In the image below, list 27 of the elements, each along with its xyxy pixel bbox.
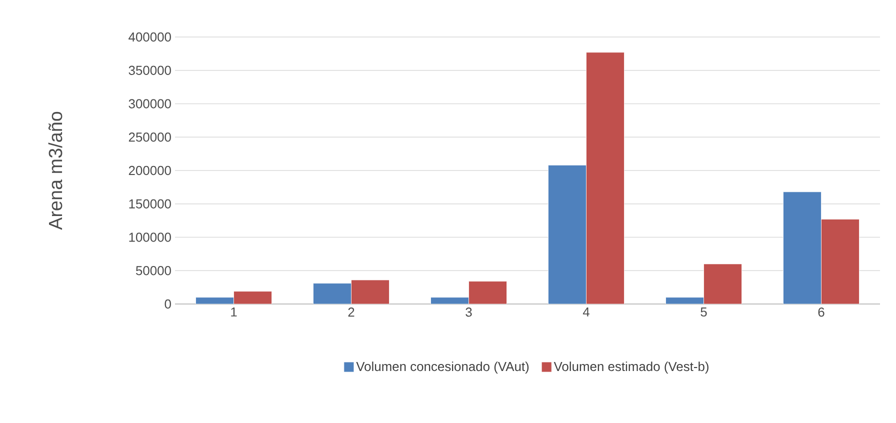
y-tick-label: 200000: [128, 166, 171, 176]
x-tick-label: 1: [231, 308, 237, 316]
y-tick-label: 300000: [128, 99, 171, 108]
x-tick-label: 4: [582, 308, 590, 316]
bar: [313, 283, 352, 304]
x-tick-label: 2: [348, 308, 354, 317]
y-tick-label: 100000: [129, 232, 171, 242]
bar: [468, 281, 507, 304]
x-tick-label: 5: [700, 308, 707, 317]
bar: [548, 164, 586, 304]
bar: [351, 280, 390, 304]
legend-label: Volumen concesionado (VAut): [356, 362, 529, 374]
legend-label: Volumen estimado (Vest-b): [554, 362, 708, 374]
x-tick-label: 3: [466, 308, 472, 317]
y-tick-label: 250000: [128, 132, 171, 142]
y-tick-label: 400000: [128, 32, 171, 42]
y-tick-label: 0: [164, 299, 171, 309]
y-tick-label: 150000: [129, 199, 171, 208]
bar: [783, 192, 822, 304]
bar: [821, 219, 860, 304]
y-tick-label: 50000: [136, 266, 171, 276]
x-tick-label: 6: [818, 308, 824, 317]
bar: [234, 291, 272, 304]
y-axis-title: Arena m3/año: [48, 112, 62, 230]
bar: [704, 264, 742, 304]
y-tick-label: 350000: [128, 66, 171, 75]
bar: [586, 52, 624, 304]
